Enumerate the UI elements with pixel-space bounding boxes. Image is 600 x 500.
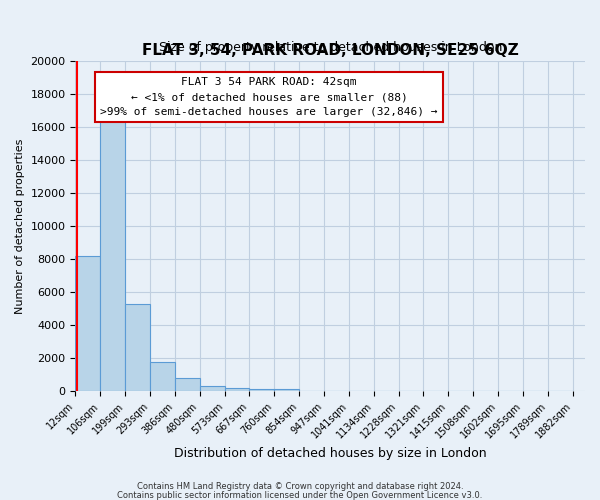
Bar: [150, 362, 175, 391]
Text: Contains HM Land Registry data © Crown copyright and database right 2024.: Contains HM Land Registry data © Crown c…: [137, 482, 463, 491]
Bar: [224, 388, 250, 391]
Bar: [250, 389, 274, 391]
Text: Size of property relative to detached houses in London: Size of property relative to detached ho…: [158, 41, 502, 54]
Bar: [100, 117, 125, 391]
Bar: [200, 386, 224, 391]
X-axis label: Distribution of detached houses by size in London: Distribution of detached houses by size …: [174, 447, 487, 460]
Text: FLAT 3 54 PARK ROAD: 42sqm
← <1% of detached houses are smaller (88)
>99% of sem: FLAT 3 54 PARK ROAD: 42sqm ← <1% of deta…: [100, 77, 438, 117]
Bar: [76, 256, 100, 391]
Bar: [175, 378, 200, 391]
Title: FLAT 3, 54, PARK ROAD, LONDON, SE25 6QZ: FLAT 3, 54, PARK ROAD, LONDON, SE25 6QZ: [142, 43, 518, 58]
Text: Contains public sector information licensed under the Open Government Licence v3: Contains public sector information licen…: [118, 491, 482, 500]
Bar: [274, 390, 299, 391]
Bar: [125, 304, 150, 391]
Y-axis label: Number of detached properties: Number of detached properties: [15, 138, 25, 314]
